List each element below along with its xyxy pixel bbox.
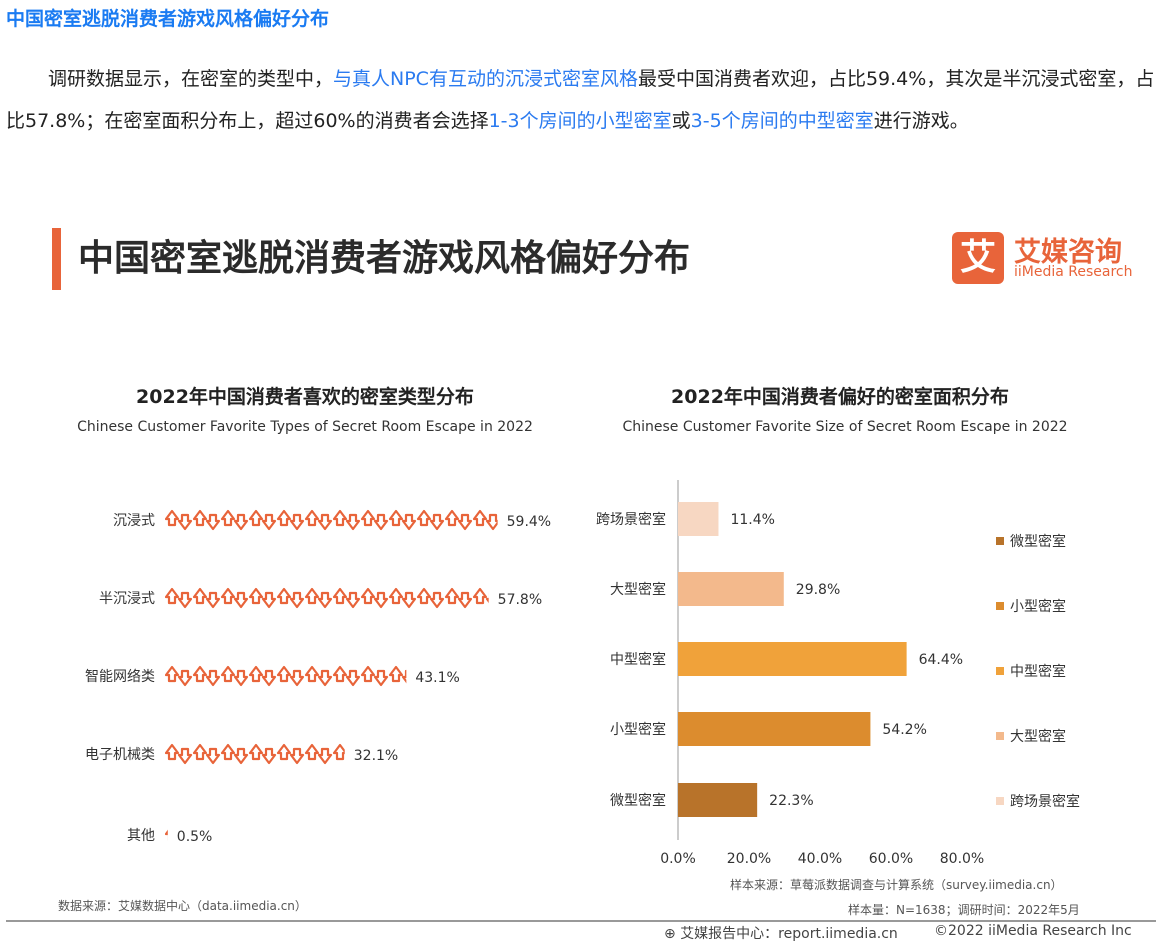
bar (678, 502, 719, 536)
legend-label: 中型密室 (1010, 663, 1066, 680)
bar (678, 712, 871, 746)
value-label: 11.4% (730, 512, 774, 528)
pictograph-bar (165, 509, 498, 531)
right-chart-title: 2022年中国消费者偏好的密室面积分布 (671, 386, 1009, 408)
footer-divider (6, 920, 1156, 922)
x-tick-label: 40.0% (798, 851, 842, 867)
x-tick-label: 60.0% (869, 851, 913, 867)
value-label: 43.1% (415, 670, 459, 686)
left-chart-title: 2022年中国消费者喜欢的密室类型分布 (136, 386, 474, 408)
article-heading: 中国密室逃脱消费者游戏风格偏好分布 (6, 8, 330, 30)
legend-swatch (996, 732, 1004, 740)
x-tick-label: 80.0% (940, 851, 984, 867)
category-label: 电子机械类 (85, 747, 155, 763)
paragraph-text: 调研数据显示，在密室的类型中， (48, 68, 334, 90)
value-label: 29.8% (796, 582, 840, 598)
value-label: 54.2% (882, 722, 926, 738)
bar (678, 642, 907, 676)
value-label: 32.1% (354, 748, 398, 764)
value-label: 59.4% (507, 514, 551, 530)
legend-label: 大型密室 (1010, 728, 1066, 745)
bar (678, 572, 784, 606)
legend-swatch (996, 537, 1004, 545)
footer-copyright: ©2022 iiMedia Research Inc (934, 923, 1132, 939)
globe-icon: ⊕ (664, 926, 676, 942)
category-label: 微型密室 (610, 792, 666, 809)
category-label: 跨场景密室 (596, 511, 666, 528)
pictograph-bar (165, 665, 407, 687)
category-label: 半沉浸式 (99, 591, 155, 607)
left-chart-subtitle: Chinese Customer Favorite Types of Secre… (77, 419, 533, 435)
source-left: 数据来源：艾媒数据中心（data.iimedia.cn） (58, 899, 307, 913)
sample-info: 样本量：N=1638；调研时间：2022年5月 (848, 903, 1080, 917)
paragraph-text: 或 (671, 110, 691, 132)
footer-left-text: 艾媒报告中心：report.iimedia.cn (680, 926, 898, 942)
highlighted-text: 1-3个房间的小型密室 (488, 110, 672, 132)
category-label: 其他 (127, 828, 155, 844)
x-tick-label: 0.0% (660, 851, 696, 867)
value-label: 22.3% (769, 793, 813, 809)
card-title: 中国密室逃脱消费者游戏风格偏好分布 (78, 238, 691, 279)
category-label: 大型密室 (610, 581, 666, 598)
legend-label: 小型密室 (1010, 598, 1066, 615)
category-label: 小型密室 (610, 721, 666, 738)
highlighted-text: 3-5个房间的中型密室 (690, 110, 874, 132)
logo-mark: 艾 (952, 232, 1004, 284)
right-chart: 跨场景密室 11.4% 大型密室 29.8% 中型密室 64.4% 小型密室 54.2% 微型密… (596, 480, 1080, 867)
source-right: 样本来源：草莓派数据调查与计算系统（survey.iimedia.cn） (730, 878, 1063, 892)
footer-report-link[interactable]: ⊕ 艾媒报告中心：report.iimedia.cn (664, 923, 898, 943)
left-chart: 沉浸式 59.4% 半沉浸式 57.8% 智能网络类 43.1% 电子机械类 32.1% 其他 0… (85, 509, 551, 845)
pictograph-bar (165, 743, 345, 765)
legend-label: 微型密室 (1010, 533, 1066, 550)
x-tick-label: 20.0% (727, 851, 771, 867)
pictograph-bar (165, 587, 489, 609)
logo-name-en: iiMedia Research (1014, 264, 1133, 280)
value-label: 0.5% (177, 829, 213, 845)
category-label: 智能网络类 (85, 669, 155, 685)
category-label: 中型密室 (610, 651, 666, 668)
bar (678, 783, 758, 817)
value-label: 64.4% (919, 652, 963, 668)
logo-name-cn: 艾媒咨询 (1014, 237, 1122, 268)
highlighted-text: 与真人NPC有互动的沉浸式密室风格 (333, 68, 638, 90)
paragraph-text: 进行游戏。 (873, 110, 969, 132)
right-chart-subtitle: Chinese Customer Favorite Size of Secret… (622, 419, 1068, 435)
legend-swatch (996, 797, 1004, 805)
paragraph-text: 最受中国消费者欢迎，占比59.4%，其次是半沉浸式密室，占比57.8%；在密室面… (6, 68, 1155, 132)
category-label: 沉浸式 (113, 513, 155, 529)
title-accent-bar (52, 228, 61, 290)
value-label: 57.8% (498, 592, 542, 608)
legend-label: 跨场景密室 (1010, 793, 1080, 810)
article-paragraph: 调研数据显示，在密室的类型中，与真人NPC有互动的沉浸式密室风格最受中国消费者欢… (6, 58, 1156, 142)
legend-swatch (996, 667, 1004, 675)
legend-swatch (996, 602, 1004, 610)
